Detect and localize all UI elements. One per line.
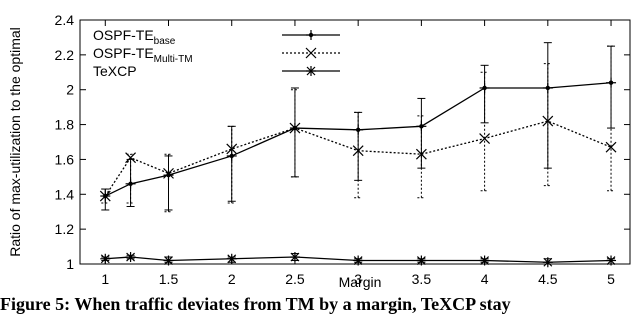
error-bar xyxy=(354,111,363,199)
y-axis-label: Ratio of max-utilization to the optimal xyxy=(7,27,23,257)
data-point xyxy=(125,152,136,164)
figure-caption: Figure 5: When traffic deviates from TM … xyxy=(0,294,511,314)
x-axis-label: Margin xyxy=(339,274,382,290)
x-tick-label: 4.5 xyxy=(538,271,558,287)
y-tick-label: 2.2 xyxy=(55,47,75,63)
chart: 1 1.2 1.4 1.6 1.8 2 2.2 2.4 1 1.5 2 2.5 3 3.5 4 4.5 5 Ra… xyxy=(7,12,631,290)
y-tick-label: 1.4 xyxy=(55,186,75,202)
series-line xyxy=(105,82,612,197)
data-point xyxy=(352,145,364,157)
legend-entry: OSPF-TEMulti-TM xyxy=(93,45,340,65)
error-bar xyxy=(290,89,299,178)
y-tick-label: 2.4 xyxy=(55,12,75,28)
x-tick-label: 2.5 xyxy=(285,271,305,287)
data-point xyxy=(479,82,490,93)
data-point xyxy=(226,143,238,155)
error-bar xyxy=(607,45,616,192)
legend-marker xyxy=(306,66,316,76)
error-bar xyxy=(101,188,110,204)
data-point xyxy=(99,190,111,202)
y-tick-label: 1.2 xyxy=(55,221,75,237)
data-point xyxy=(542,115,554,127)
data-point xyxy=(416,121,427,132)
data-point xyxy=(163,167,174,179)
error-bar xyxy=(227,125,236,204)
data-point xyxy=(353,124,364,135)
legend-label-subscript: Multi-TM xyxy=(154,54,193,65)
x-tick-label: 2 xyxy=(228,271,236,287)
legend-marker xyxy=(305,47,317,59)
legend-label: TeXCP xyxy=(93,63,137,79)
x-tick-label: 1.5 xyxy=(159,271,179,287)
legend-label-main: OSPF-TE xyxy=(93,27,154,43)
y-tick-label: 1.6 xyxy=(55,151,75,167)
legend-entry: OSPF-TEbase xyxy=(93,27,340,47)
legend-entry: TeXCP xyxy=(93,63,340,79)
data-point xyxy=(479,133,491,144)
data-point xyxy=(289,122,301,134)
legend-label-main: TeXCP xyxy=(93,63,137,79)
legend-label: OSPF-TEMulti-TM xyxy=(93,45,193,65)
x-tick-label: 4 xyxy=(481,271,489,287)
legend-marker xyxy=(306,30,316,40)
error-bar xyxy=(354,111,363,181)
data-point xyxy=(605,141,617,153)
y-tick-label: 2 xyxy=(66,82,74,98)
legend-label-subscript: base xyxy=(154,36,176,47)
legend-label-main: OSPF-TE xyxy=(93,45,154,61)
legend-label: OSPF-TEbase xyxy=(93,27,176,47)
data-point xyxy=(415,148,427,160)
error-bar xyxy=(480,71,489,192)
y-tick-label: 1.8 xyxy=(55,117,75,133)
error-bar xyxy=(417,115,426,199)
y-tick-label: 1 xyxy=(66,256,74,272)
series-1 xyxy=(99,45,617,213)
x-tick-label: 3 xyxy=(354,271,362,287)
series-line xyxy=(105,256,612,263)
data-point xyxy=(226,150,237,161)
data-point xyxy=(125,252,136,263)
error-bar xyxy=(164,153,173,213)
series-line xyxy=(104,120,612,197)
x-tick-label: 5 xyxy=(607,271,615,287)
x-tick-label: 3.5 xyxy=(412,271,432,287)
data-point xyxy=(125,178,136,189)
axis-ticks: 1 1.2 1.4 1.6 1.8 2 2.2 2.4 1 1.5 2 2.5 3 3.5 4 4.5 5 xyxy=(55,12,630,287)
x-tick-label: 1 xyxy=(101,271,109,287)
error-bar xyxy=(543,63,552,187)
